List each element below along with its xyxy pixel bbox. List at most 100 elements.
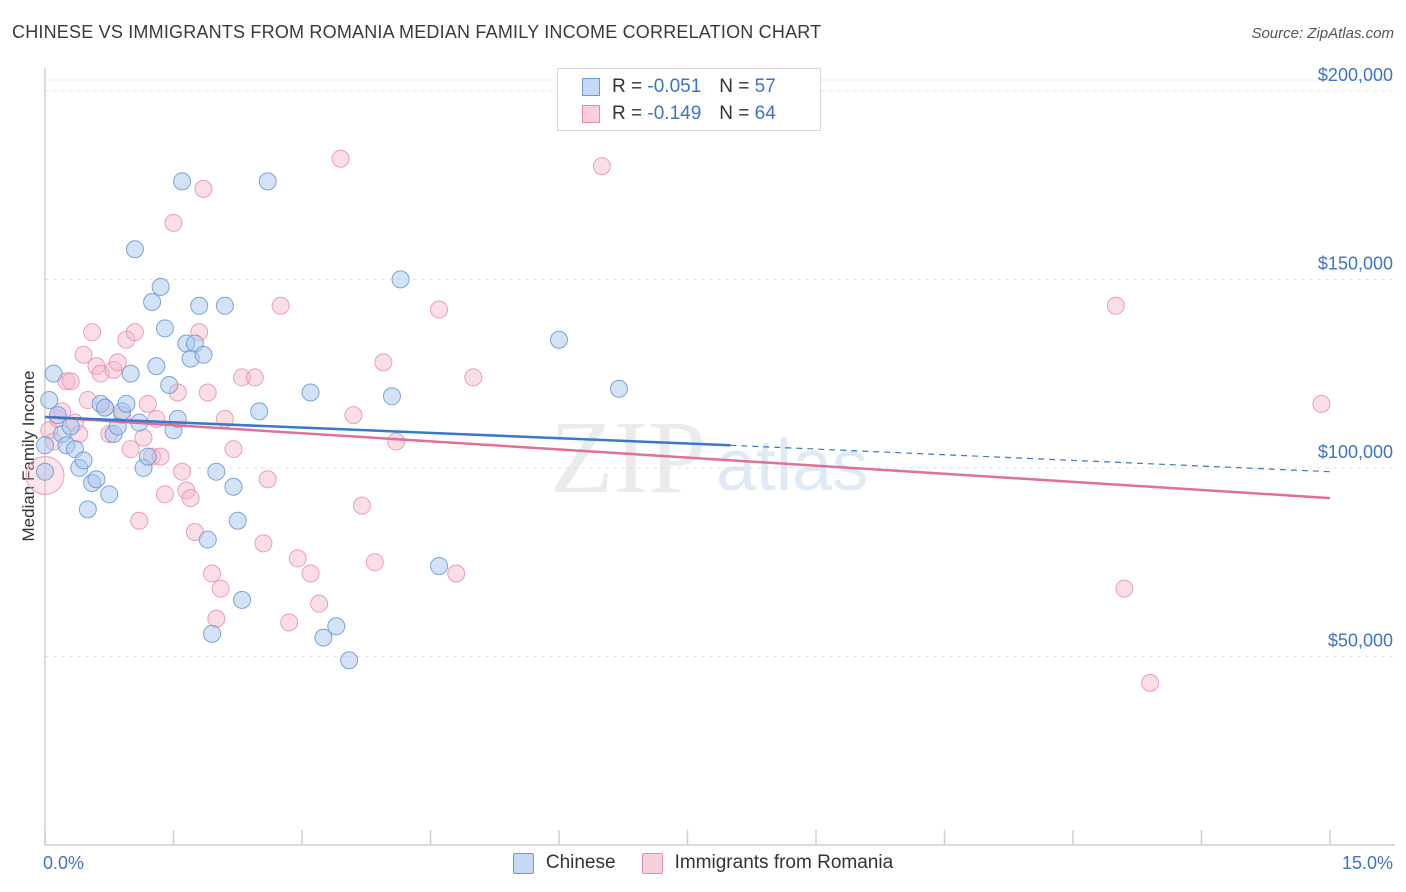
romania-point <box>447 564 466 583</box>
bottom-legend-romania: Immigrants from Romania <box>641 852 894 874</box>
romania-point <box>387 432 406 451</box>
legend-r-label: R = <box>612 103 643 124</box>
romania-points <box>25 149 1331 692</box>
chinese-point <box>224 477 243 496</box>
chinese-point <box>550 330 568 349</box>
chinese-point <box>95 398 114 417</box>
romania-point <box>164 213 183 232</box>
chinese-point <box>40 391 59 410</box>
romania-point <box>138 394 157 413</box>
romania-point <box>352 496 371 515</box>
chinese-point <box>194 345 213 364</box>
x-tick-label: 0.0% <box>43 853 84 873</box>
chinese-point <box>100 485 119 504</box>
y-tick-labels: $50,000 $100,000 $150,000 $200,000 <box>1318 65 1393 651</box>
chinese-point <box>121 364 140 383</box>
x-tick-label: 15.0% <box>1342 853 1393 873</box>
legend-swatch-chinese <box>582 78 600 96</box>
romania-point <box>83 323 102 342</box>
legend: R = -0.051 N = 57 R = -0.149 N = 64 <box>557 68 821 131</box>
romania-point <box>344 406 363 425</box>
romania-point <box>1115 579 1134 598</box>
romania-point <box>211 579 230 598</box>
romania-trend-line <box>44 415 1331 500</box>
romania-point <box>374 353 393 372</box>
chinese-point <box>327 617 346 636</box>
chinese-point <box>74 451 93 470</box>
chinese-point <box>430 556 449 575</box>
legend-r-value: -0.051 <box>647 76 702 97</box>
romania-point <box>258 470 277 489</box>
chinese-point <box>190 296 209 315</box>
romania-point <box>173 462 192 481</box>
chinese-point <box>48 406 67 425</box>
chinese-point <box>228 511 247 530</box>
romania-point <box>74 345 93 364</box>
romania-point <box>288 549 307 568</box>
chinese-point <box>382 387 401 406</box>
romania-point <box>207 609 226 628</box>
y-tick-label: $150,000 <box>1318 253 1393 273</box>
romania-point <box>134 428 153 447</box>
romania-point <box>280 613 299 632</box>
romania-point <box>108 353 127 372</box>
chinese-point <box>609 379 628 398</box>
chinese-point <box>215 296 234 315</box>
chinese-point <box>391 270 410 289</box>
romania-point <box>203 564 222 583</box>
chinese-point <box>233 590 252 609</box>
bottom-legend-swatch-chinese <box>512 852 534 874</box>
romania-point <box>365 553 384 572</box>
y-tick-label: $100,000 <box>1318 442 1393 462</box>
romania-point <box>310 594 329 613</box>
legend-n-label: N = <box>719 76 750 97</box>
chinese-point <box>314 628 333 647</box>
romania-point <box>245 368 264 387</box>
romania-point <box>125 323 144 342</box>
romania-point <box>1312 394 1331 413</box>
bottom-legend-label-chinese: Chinese <box>545 852 616 873</box>
romania-point <box>224 440 243 459</box>
legend-swatch-romania <box>582 105 600 123</box>
chinese-point <box>138 447 157 466</box>
chinese-point <box>250 402 269 421</box>
chinese-point <box>87 470 106 489</box>
chinese-point <box>207 462 226 481</box>
trend-lines <box>44 415 1331 500</box>
romania-point <box>61 372 80 391</box>
legend-r-label: R = <box>612 76 643 97</box>
chinese-point <box>117 394 136 413</box>
chinese-point <box>143 293 162 312</box>
legend-n-label: N = <box>719 103 750 124</box>
chinese-point <box>78 500 97 519</box>
romania-point <box>1106 296 1125 315</box>
romania-point <box>301 564 320 583</box>
chart-title: CHINESE VS IMMIGRANTS FROM ROMANIA MEDIA… <box>12 22 822 42</box>
romania-point <box>430 300 449 319</box>
romania-point <box>271 296 290 315</box>
chinese-point <box>340 651 359 670</box>
bottom-legend-chinese: Chinese <box>512 852 616 874</box>
chinese-point <box>36 462 54 481</box>
chinese-trend-extension <box>730 444 1331 473</box>
chinese-point <box>44 364 63 383</box>
watermark-atlas: atlas <box>716 426 868 506</box>
watermark: ZIP atlas <box>550 400 868 515</box>
bottom-legend: Chinese Immigrants from Romania <box>0 852 1406 874</box>
y-tick-label: $50,000 <box>1328 630 1393 650</box>
chinese-point <box>61 417 80 436</box>
chinese-point <box>198 530 217 549</box>
romania-point <box>1141 673 1160 692</box>
chinese-trend-line <box>44 415 731 447</box>
romania-point <box>592 157 611 176</box>
bottom-legend-swatch-romania <box>641 852 663 874</box>
romania-point <box>233 368 252 387</box>
romania-point <box>254 534 273 553</box>
chinese-point <box>151 277 170 296</box>
romania-point <box>194 179 213 198</box>
romania-point <box>331 149 350 168</box>
bottom-legend-label-romania: Immigrants from Romania <box>674 852 894 873</box>
chinese-point <box>301 383 320 402</box>
legend-n-value: 64 <box>754 103 776 124</box>
